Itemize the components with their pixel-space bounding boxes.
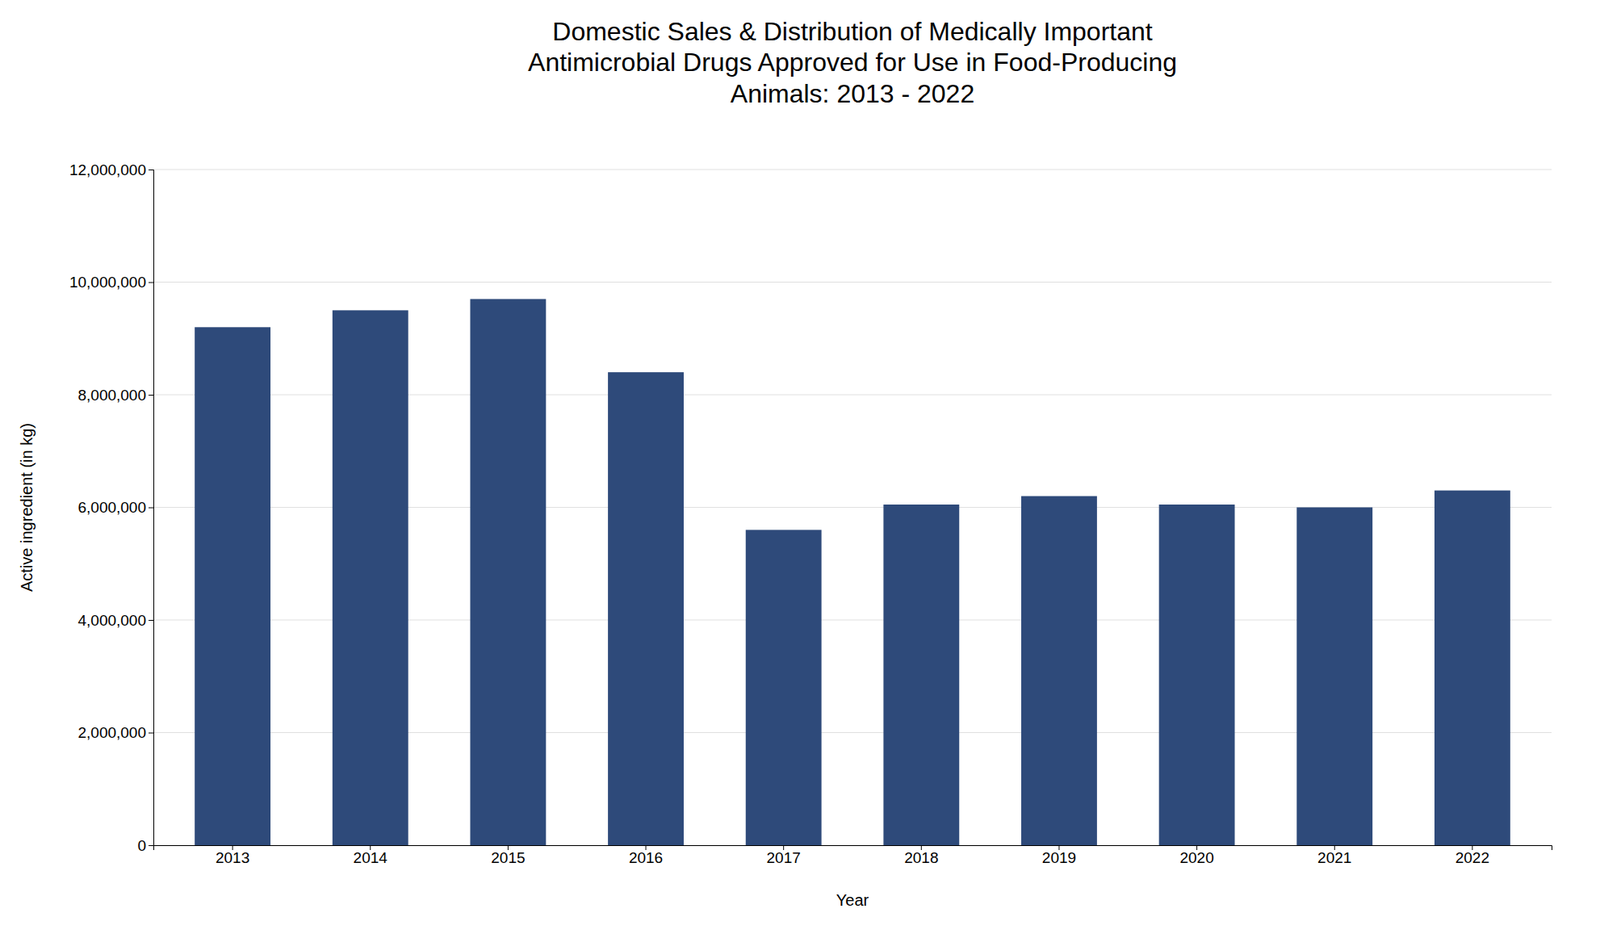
x-tick-label: 2021 bbox=[1317, 849, 1352, 867]
x-axis: 2013 2014 2015 2016 2017 2018 2019 2020 2021 2022 bbox=[154, 845, 1553, 867]
x-tick: 2020 bbox=[1179, 845, 1214, 867]
chart-svg: 2013 2014 2015 2016 2017 2018 2019 2020 2021 2022… bbox=[0, 0, 1600, 934]
y-tick: 6,000,000 bbox=[77, 498, 154, 516]
grid-line bbox=[153, 169, 1552, 171]
x-tick: 2014 bbox=[353, 845, 389, 867]
y-tick-label: 4,000,000 bbox=[77, 611, 147, 629]
bar bbox=[1021, 496, 1098, 846]
y-tick-label: 12,000,000 bbox=[69, 161, 147, 179]
y-tick-label: 10,000,000 bbox=[69, 273, 147, 291]
y-tick: 10,000,000 bbox=[69, 273, 154, 291]
x-tick-label: 2020 bbox=[1179, 849, 1214, 867]
x-tick: 2021 bbox=[1317, 845, 1352, 867]
x-tick: 2022 bbox=[1455, 845, 1490, 867]
grid bbox=[153, 169, 1552, 846]
x-tick-label: 2015 bbox=[490, 849, 525, 867]
x-tick-label: 2018 bbox=[904, 849, 939, 867]
x-tick-label: 2022 bbox=[1455, 849, 1490, 867]
y-tick-mark bbox=[148, 394, 154, 396]
x-axis-label: Year bbox=[836, 891, 870, 909]
x-tick: 2016 bbox=[628, 845, 663, 867]
bar bbox=[745, 529, 822, 846]
x-tick: 2018 bbox=[904, 845, 939, 867]
bar bbox=[607, 372, 684, 846]
y-tick-mark bbox=[148, 282, 154, 284]
y-tick-label: 2,000,000 bbox=[77, 724, 147, 742]
y-tick-label: 8,000,000 bbox=[77, 386, 147, 404]
chart-title-line: Antimicrobial Drugs Approved for Use in … bbox=[527, 47, 1177, 77]
y-tick: 4,000,000 bbox=[77, 611, 154, 629]
x-tick-label: 2016 bbox=[628, 849, 663, 867]
x-tick-label: 2017 bbox=[766, 849, 801, 867]
y-tick: 2,000,000 bbox=[77, 724, 154, 742]
bar bbox=[332, 309, 409, 846]
y-tick-mark bbox=[148, 619, 154, 621]
bars bbox=[194, 298, 1511, 846]
y-axis-label: Active ingredient (in kg) bbox=[17, 423, 36, 592]
y-tick-mark bbox=[148, 169, 154, 171]
y-tick-mark bbox=[148, 507, 154, 509]
bar bbox=[469, 298, 546, 846]
bar bbox=[1159, 504, 1236, 846]
x-tick: 2013 bbox=[215, 845, 250, 867]
y-tick: 0 bbox=[137, 837, 154, 855]
y-tick-mark bbox=[148, 732, 154, 734]
x-tick: 2015 bbox=[490, 845, 525, 867]
grid-line bbox=[153, 281, 1552, 283]
x-tick: 2019 bbox=[1042, 845, 1077, 867]
chart-title-line: Animals: 2013 - 2022 bbox=[730, 79, 975, 109]
y-tick-label: 0 bbox=[137, 837, 147, 855]
bar bbox=[194, 326, 271, 846]
bar bbox=[883, 504, 960, 846]
x-tick: 2017 bbox=[766, 845, 801, 867]
x-tick-label: 2014 bbox=[353, 849, 389, 867]
y-tick: 8,000,000 bbox=[77, 386, 154, 404]
y-tick-mark bbox=[148, 845, 154, 847]
x-tick-label: 2019 bbox=[1042, 849, 1077, 867]
bar bbox=[1296, 507, 1373, 847]
plot-area: 2013 2014 2015 2016 2017 2018 2019 2020 2021 2022… bbox=[69, 161, 1553, 868]
x-tick-label: 2013 bbox=[215, 849, 250, 867]
y-axis: 0 2,000,000 4,000,000 6,000,000 8,000,000 10,… bbox=[69, 161, 155, 855]
y-tick-label: 6,000,000 bbox=[77, 498, 147, 516]
y-axis-line bbox=[148, 170, 155, 847]
chart-title: Domestic Sales & Distribution of Medical… bbox=[527, 16, 1177, 109]
bar bbox=[1434, 490, 1511, 846]
y-tick: 12,000,000 bbox=[69, 161, 154, 179]
chart-title-line: Domestic Sales & Distribution of Medical… bbox=[552, 16, 1153, 47]
